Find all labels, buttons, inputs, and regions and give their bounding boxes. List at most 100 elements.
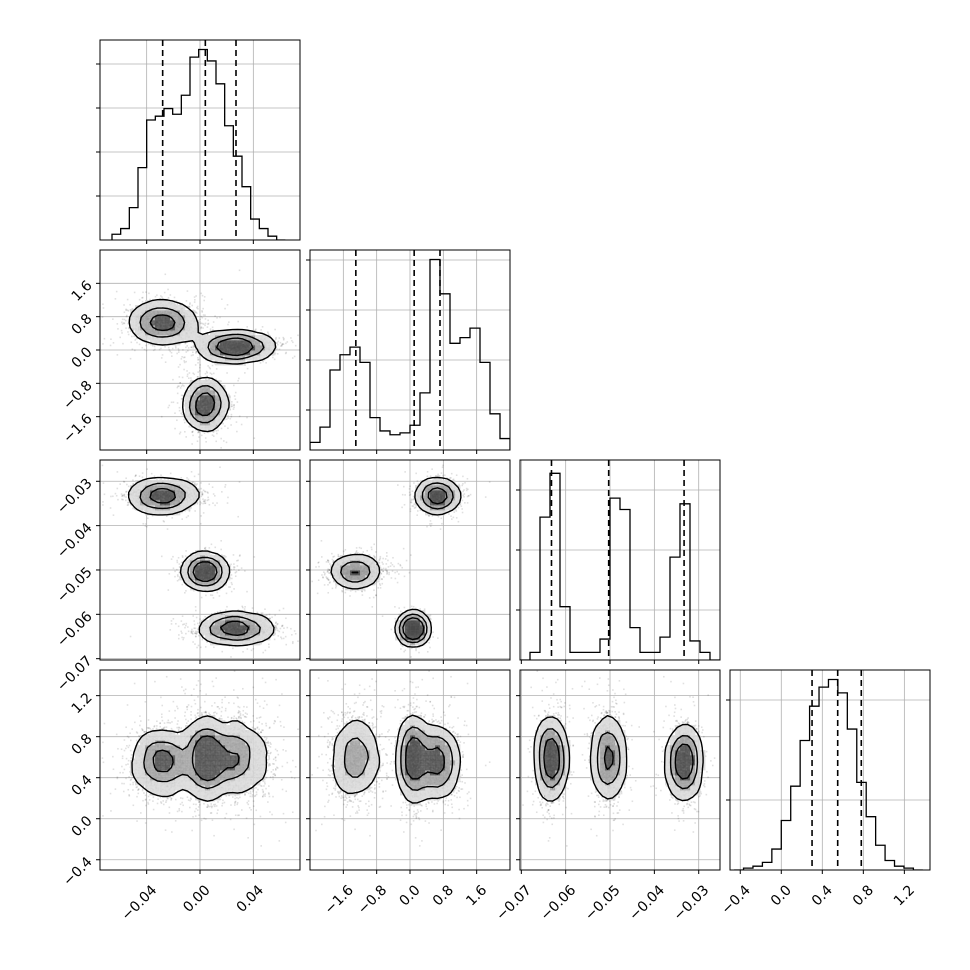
density-cell: [180, 775, 186, 781]
density-cell: [400, 770, 406, 776]
density-cell: [545, 775, 551, 781]
density-cell: [255, 750, 261, 756]
density-cell: [225, 750, 231, 756]
density-cell: [205, 410, 211, 416]
density-cell: [370, 560, 376, 566]
density-cell: [210, 755, 216, 761]
density-cell: [540, 725, 546, 731]
density-cell: [180, 780, 186, 786]
density-cell: [395, 765, 401, 771]
density-cell: [440, 760, 446, 766]
density-cell: [610, 785, 616, 791]
density-cell: [590, 755, 596, 761]
density-cell: [155, 730, 161, 736]
density-cell: [445, 770, 451, 776]
density-cell: [135, 495, 141, 501]
x-tick-label: −0.03: [671, 882, 713, 924]
density-cell: [140, 335, 146, 341]
density-cell: [550, 725, 556, 731]
density-cell: [680, 740, 686, 746]
density-cell: [155, 780, 161, 786]
scatter-panel-p1-p3: [310, 670, 510, 870]
density-cell: [345, 575, 351, 581]
density-cell: [225, 360, 231, 366]
density-cell: [255, 345, 261, 351]
density-cell: [410, 785, 416, 791]
density-cell: [695, 775, 701, 781]
density-cell: [195, 765, 201, 771]
scatter-panel-p0-p2: [100, 460, 300, 660]
density-cell: [200, 400, 206, 406]
density-cell: [450, 500, 456, 506]
density-cell: [240, 765, 246, 771]
density-cell: [400, 755, 406, 761]
density-cell: [160, 750, 166, 756]
density-cell: [360, 780, 366, 786]
density-cell: [165, 785, 171, 791]
density-cell: [235, 615, 241, 621]
density-cell: [160, 730, 166, 736]
density-cell: [550, 760, 556, 766]
density-cell: [540, 770, 546, 776]
density-cell: [600, 770, 606, 776]
density-cell: [250, 775, 256, 781]
density-cell: [680, 735, 686, 741]
density-cell: [610, 725, 616, 731]
density-cell: [250, 355, 256, 361]
density-cell: [175, 770, 181, 776]
density-cell: [450, 775, 456, 781]
density-cell: [365, 780, 371, 786]
density-cell: [190, 740, 196, 746]
density-cell: [200, 415, 206, 421]
density-cell: [405, 785, 411, 791]
density-cell: [205, 380, 211, 386]
density-cell: [430, 780, 436, 786]
density-cell: [200, 740, 206, 746]
density-cell: [190, 335, 196, 341]
density-cell: [150, 760, 156, 766]
density-cell: [145, 480, 151, 486]
density-cell: [140, 775, 146, 781]
density-cell: [425, 505, 431, 511]
density-cell: [155, 755, 161, 761]
density-cell: [195, 420, 201, 426]
density-cell: [135, 315, 141, 321]
density-cell: [255, 350, 261, 356]
density-cell: [665, 755, 671, 761]
density-cell: [445, 485, 451, 491]
density-cell: [190, 575, 196, 581]
density-cell: [600, 785, 606, 791]
density-cell: [235, 720, 241, 726]
density-cell: [195, 380, 201, 386]
density-cell: [170, 790, 176, 796]
density-cell: [170, 485, 176, 491]
x-tick-label: −0.06: [538, 882, 580, 924]
density-cell: [665, 775, 671, 781]
density-cell: [425, 620, 431, 626]
density-cell: [145, 765, 151, 771]
density-cell: [150, 730, 156, 736]
density-cell: [180, 485, 186, 491]
density-cell: [175, 490, 181, 496]
density-cell: [200, 565, 206, 571]
density-cell: [685, 750, 691, 756]
y-tick-label: 0.0: [69, 813, 96, 840]
density-cell: [405, 735, 411, 741]
density-cell: [140, 485, 146, 491]
density-cell: [400, 640, 406, 646]
density-cell: [245, 775, 251, 781]
density-cell: [430, 765, 436, 771]
density-cell: [220, 760, 226, 766]
density-cell: [215, 340, 221, 346]
density-cell: [140, 765, 146, 771]
density-cell: [600, 755, 606, 761]
density-cell: [420, 795, 426, 801]
density-cell: [250, 625, 256, 631]
density-cell: [190, 560, 196, 566]
density-cell: [190, 410, 196, 416]
density-cell: [230, 780, 236, 786]
density-cell: [180, 740, 186, 746]
density-cell: [155, 490, 161, 496]
density-cell: [185, 325, 191, 331]
density-cell: [195, 750, 201, 756]
